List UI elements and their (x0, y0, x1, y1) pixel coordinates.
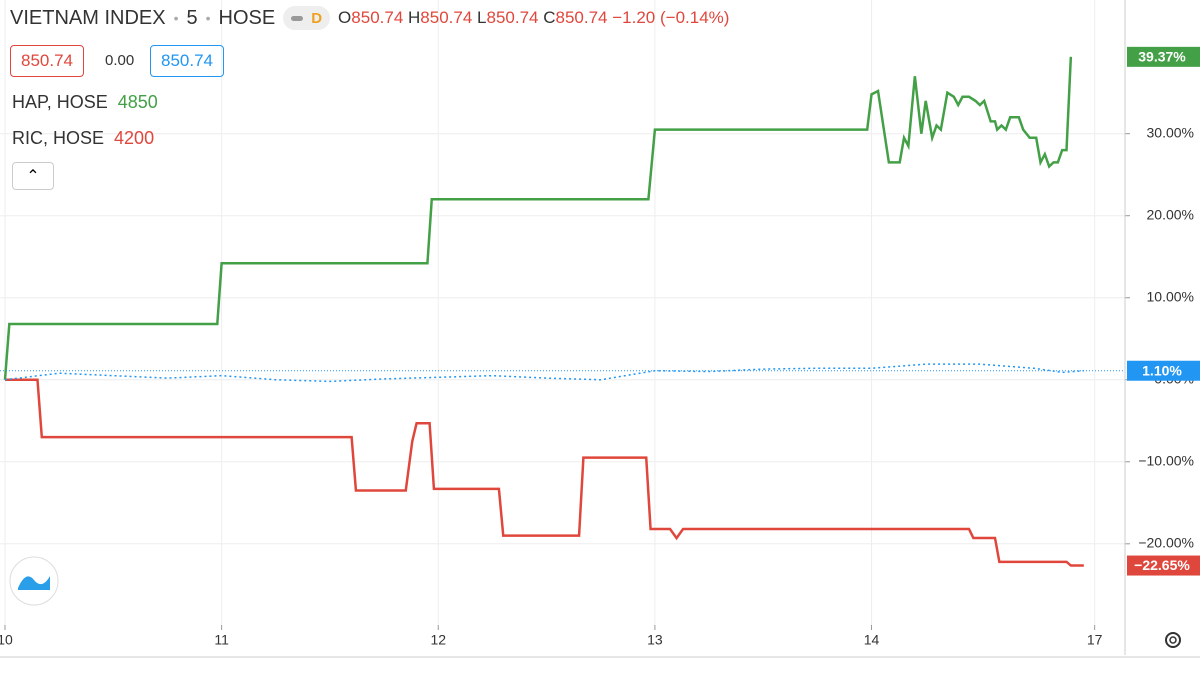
ohlc-key: C (543, 8, 556, 27)
market-status[interactable]: D (283, 6, 331, 30)
ohlc-value: 850.74 (555, 8, 608, 27)
last-value-label: 39.37% (1138, 49, 1186, 65)
x-tick-label: 17 (1087, 632, 1103, 648)
legend-price: 4850 (117, 92, 158, 112)
ohlc-value: 850.74 (486, 8, 539, 27)
series-line (4, 363, 1084, 383)
ask-box[interactable]: 850.74 (150, 45, 224, 77)
change: −1.20 (−0.14%) (612, 8, 730, 27)
ohlc-key: L (477, 8, 487, 27)
ohlc: O850.74 H850.74 L850.74 C850.74 −1.20 (−… (338, 8, 729, 28)
y-tick-label: −10.00% (1138, 452, 1194, 468)
exchange: HOSE (218, 6, 276, 29)
ohlc-key: O (338, 8, 352, 27)
symbol: VIETNAM INDEX (10, 6, 166, 29)
ohlc-key: H (408, 8, 421, 27)
last-value-label: −22.65% (1134, 557, 1190, 573)
x-tick-label: 10 (0, 632, 13, 648)
x-tick-label: 11 (214, 632, 229, 648)
y-tick-label: 30.00% (1147, 124, 1194, 140)
legend-name: RIC, HOSE (12, 128, 105, 148)
ohlc-value: 850.74 (420, 8, 473, 27)
series-line (3, 56, 1073, 380)
badge: D (311, 9, 323, 27)
y-tick-label: 10.00% (1147, 288, 1194, 304)
legend-item: RIC, HOSE 4200 (12, 128, 154, 149)
legend-price: 4200 (114, 128, 155, 148)
x-tick-label: 12 (430, 632, 446, 648)
x-tick-label: 13 (647, 632, 663, 648)
collapse-button[interactable]: ⌃ (12, 162, 54, 190)
header: VIETNAM INDEX • 5 • HOSE D O850.74 H850.74… (10, 6, 730, 30)
legend-name: HAP, HOSE (12, 92, 108, 112)
legend-item: HAP, HOSE 4850 (12, 92, 158, 113)
series-line (4, 378, 1084, 567)
last-value-label: 1.10% (1142, 362, 1182, 378)
y-tick-label: 20.00% (1147, 206, 1194, 222)
ohlc-value: 850.74 (351, 8, 404, 27)
y-tick-label: −20.00% (1138, 535, 1194, 551)
interval: 5 (186, 6, 198, 29)
last-value-tag (1127, 360, 1200, 381)
bid-box[interactable]: 850.74 (10, 45, 84, 77)
x-tick-label: 14 (864, 632, 880, 648)
last-value-tag (1127, 46, 1200, 67)
last-value-tag (1127, 555, 1200, 576)
spread: 0.00 (105, 52, 135, 69)
